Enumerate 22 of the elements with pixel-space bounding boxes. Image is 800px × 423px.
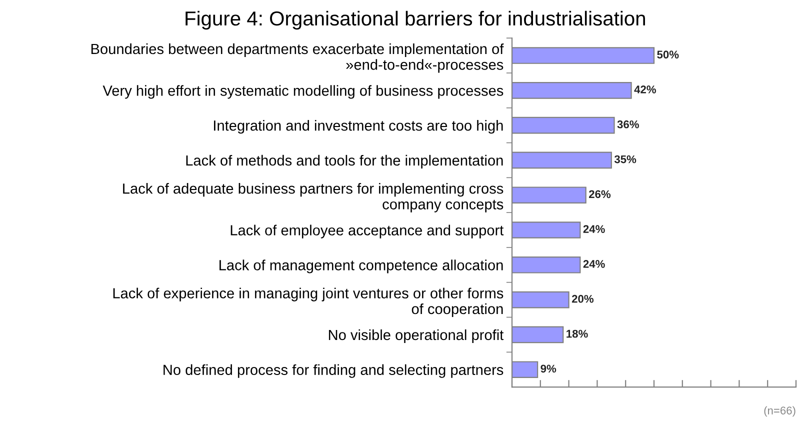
y-tick-label: Very high effort in systematic modelling of business processes: [102, 85, 504, 99]
text: (n=66): [764, 406, 796, 417]
y-tick-label: No defined process for finding and selecting partners: [164, 364, 504, 378]
chart-title: Figure 4: Organisational barriers for industrialisation: [186, 10, 645, 30]
y-tick-label: Lack of methods and tools for the implementation: [186, 154, 503, 169]
data-label: 26%: [589, 190, 611, 198]
y-tick-label: No visible operational profit: [328, 329, 504, 344]
data-label: 18%: [566, 330, 588, 338]
y-tick-label: Integration and investment costs are too high: [214, 120, 503, 134]
data-label: 20%: [572, 294, 594, 303]
y-tick-label: Lack of adequate business partners for implementing cross company concepts: [123, 183, 504, 212]
data-label: 50%: [657, 50, 679, 58]
y-tick-label: Lack of management competence allocation: [220, 260, 503, 274]
data-label: 42%: [634, 86, 656, 94]
data-label: 24%: [583, 260, 605, 268]
y-tick-label: Lack of experience in managing joint ventures or other forms of cooperation: [113, 288, 504, 318]
data-label: 24%: [583, 225, 605, 233]
data-label: 36%: [617, 120, 639, 128]
y-tick-label: Boundaries between departments exacerbate implementation of »end-to-end«-processes: [91, 43, 504, 73]
y-tick-label: Lack of employee acceptance and support: [230, 224, 504, 238]
data-label: 9%: [540, 364, 556, 373]
data-label: 35%: [614, 155, 636, 164]
